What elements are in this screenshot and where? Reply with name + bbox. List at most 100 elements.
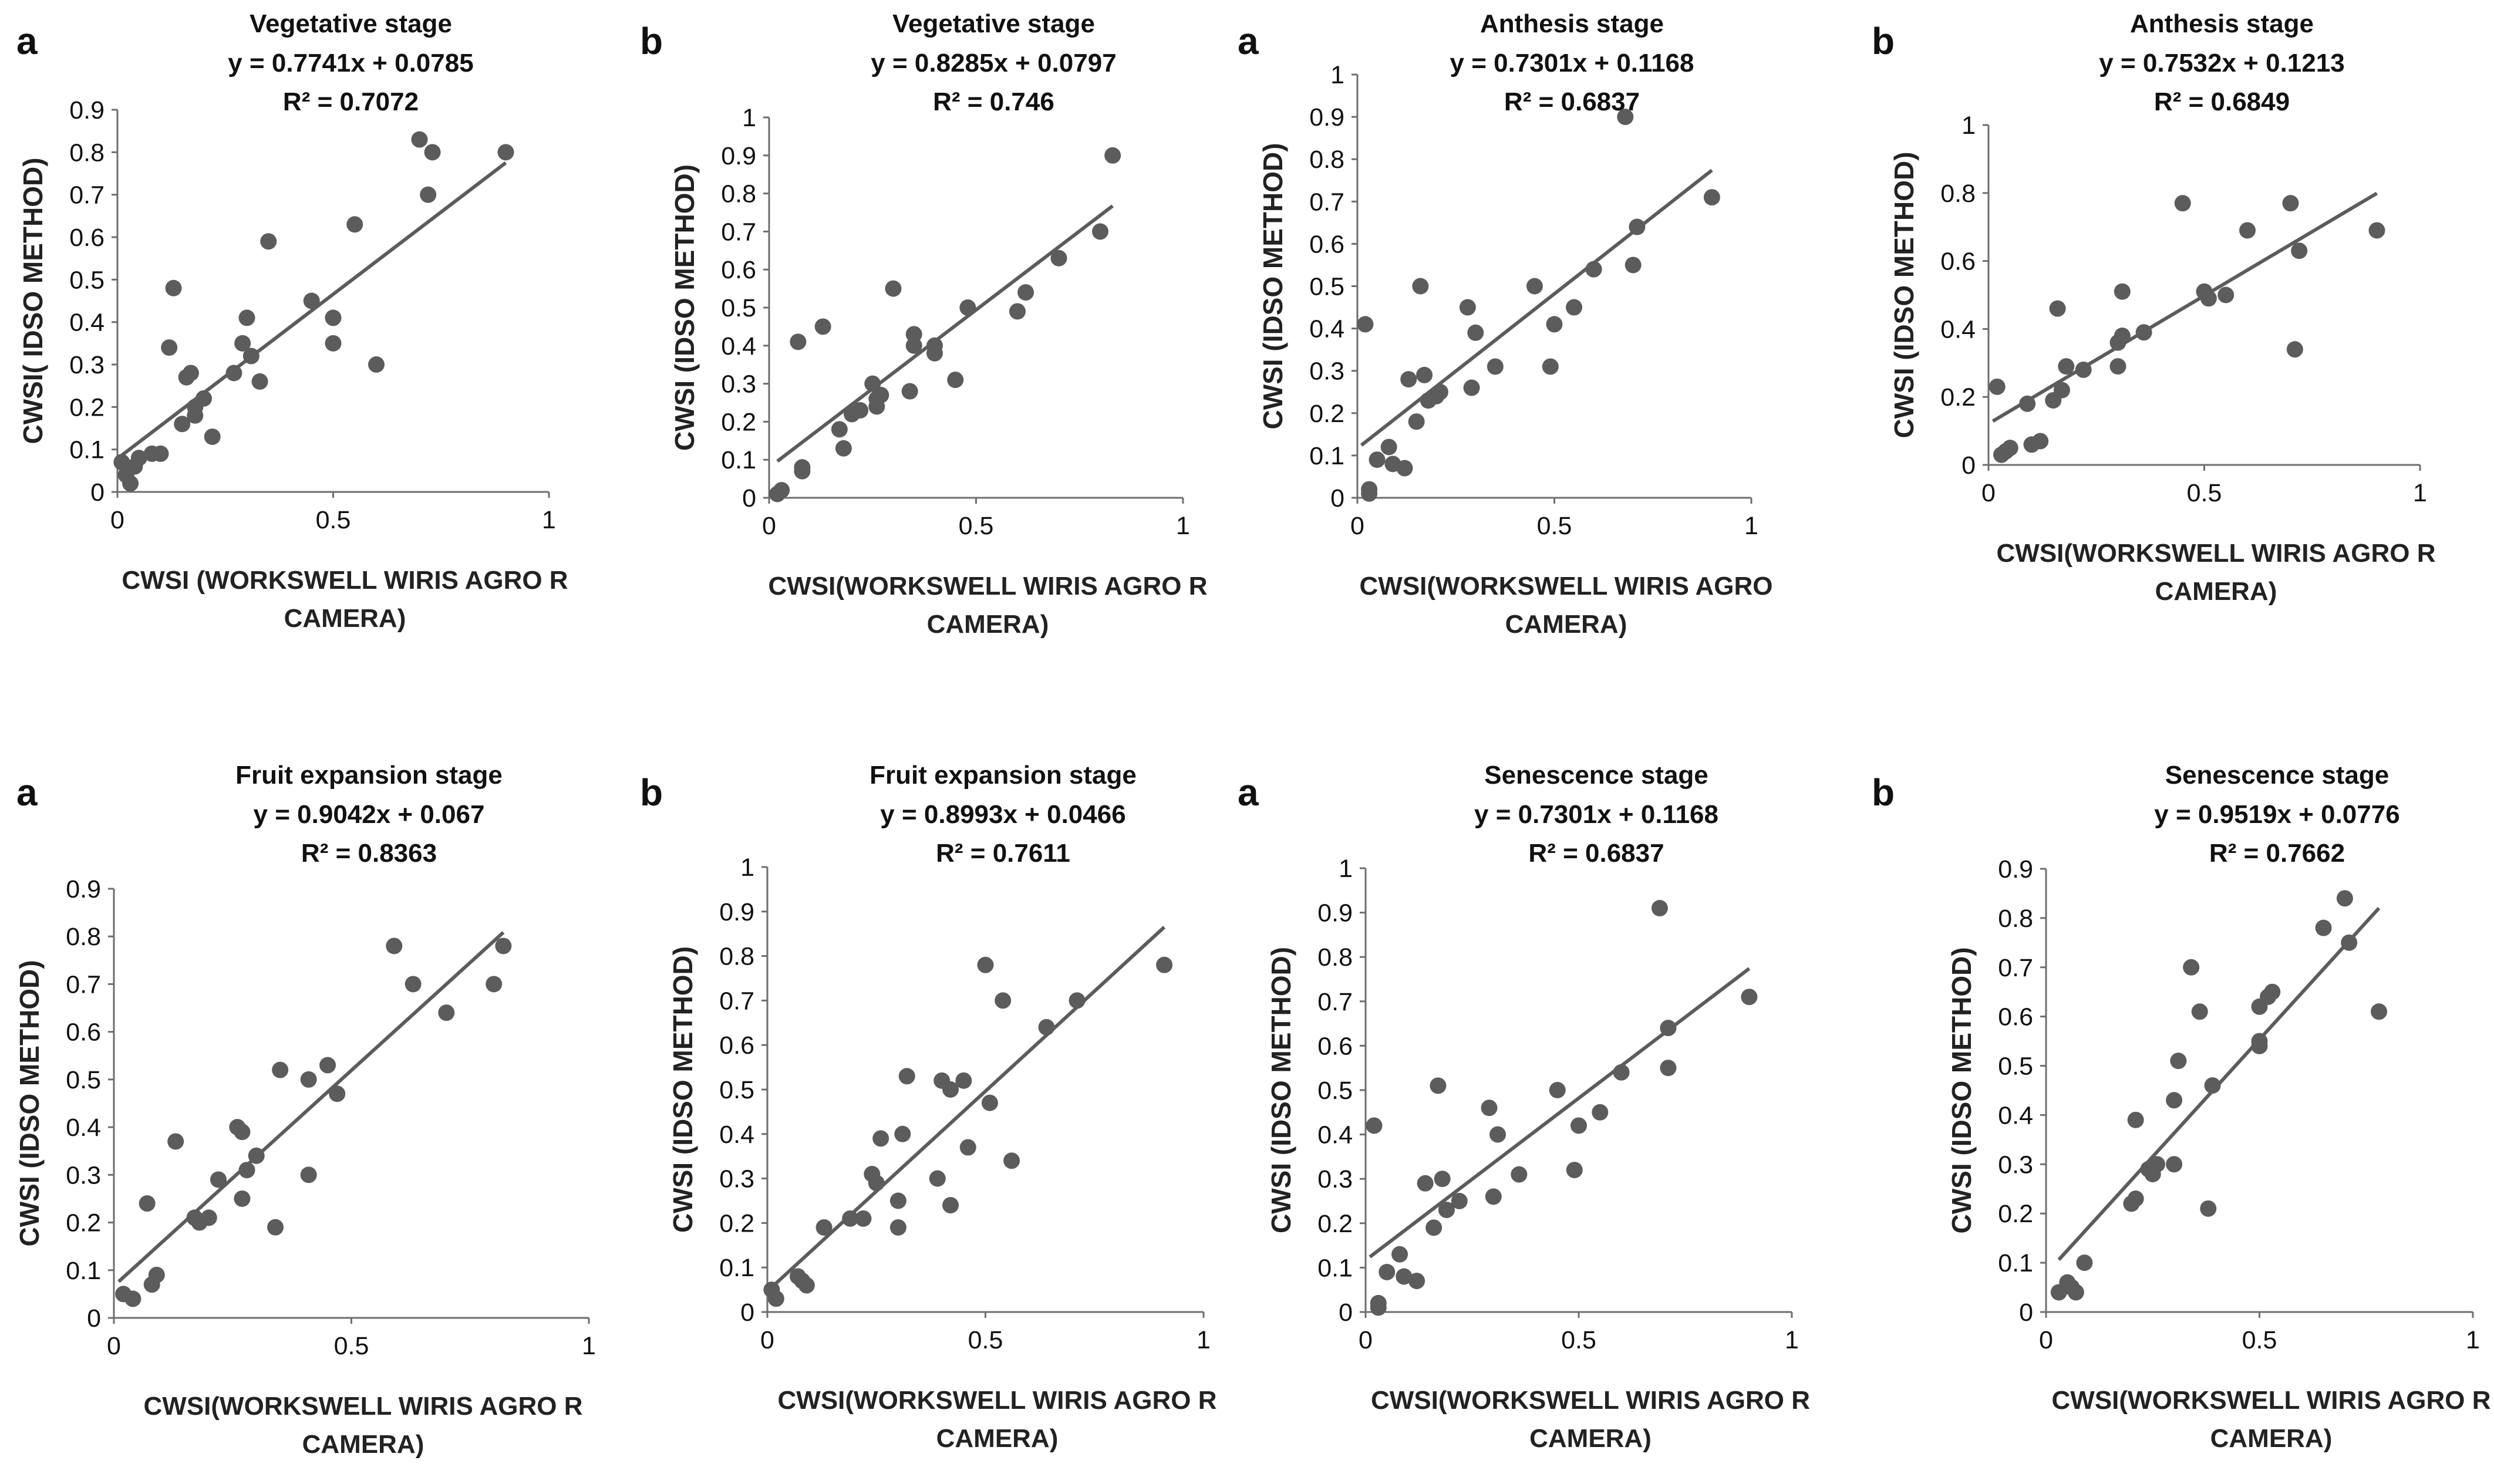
y-tick-label: 0.2	[1309, 400, 1344, 428]
series-title: Anthesis stage	[1480, 9, 1664, 38]
y-tick-label: 0.5	[66, 1066, 101, 1094]
y-tick-label: 0.3	[1309, 357, 1344, 386]
data-point	[798, 1277, 815, 1294]
data-point	[234, 1190, 251, 1207]
data-point	[1592, 1104, 1609, 1121]
y-tick-label: 0.6	[1317, 1032, 1353, 1060]
data-point	[2341, 934, 2358, 951]
data-point	[1431, 383, 1448, 400]
y-tick-label: 0.2	[66, 1209, 101, 1237]
x-axis-label: CAMERA)	[1505, 610, 1627, 639]
y-tick-label: 1	[1339, 855, 1353, 883]
data-point	[242, 348, 259, 365]
x-tick-label: 0.5	[959, 512, 994, 540]
data-point	[831, 421, 848, 438]
r-squared-label: R² = 0.746	[933, 87, 1054, 116]
y-axis-label: CWSI (IDSO METHOD)	[1946, 947, 1977, 1233]
data-point	[842, 1210, 859, 1227]
y-tick-label: 0.1	[1998, 1249, 2033, 1277]
data-point	[889, 1219, 906, 1236]
data-point	[2001, 440, 2018, 457]
data-point	[238, 1162, 255, 1179]
data-point	[1417, 1175, 1434, 1192]
data-point	[1379, 1263, 1396, 1280]
data-point	[187, 407, 204, 424]
data-point	[1989, 378, 2006, 395]
y-tick-label: 0.2	[719, 1209, 754, 1237]
data-point	[1463, 379, 1480, 396]
y-tick-label: 0	[1962, 451, 1976, 480]
data-point	[2058, 358, 2075, 375]
data-point	[1459, 299, 1476, 316]
panel-anthesis-a: a Anthesis stage y = 0.7301x + 0.1168 R² = …	[1221, 0, 1838, 675]
data-point	[165, 279, 182, 296]
x-axis-label: CWSI(WORKSWELL WIRIS AGRO R	[778, 1386, 1217, 1415]
series-title: Senescence stage	[2165, 761, 2389, 790]
x-axis-label: CAMERA)	[936, 1424, 1059, 1453]
data-point	[1511, 1166, 1528, 1183]
data-point	[2170, 1053, 2187, 1070]
linear-trendline	[776, 204, 1114, 463]
data-point	[868, 1175, 885, 1192]
data-point	[325, 335, 342, 352]
x-tick-label: 0	[1359, 1326, 1373, 1354]
data-point	[1585, 261, 1602, 278]
x-tick-label: 0.5	[2242, 1326, 2277, 1354]
y-tick-label: 0.1	[721, 446, 756, 474]
x-axis-label: CWSI (WORKSWELL WIRIS AGRO R	[122, 566, 568, 595]
y-tick-label: 0.5	[1317, 1077, 1353, 1105]
data-point	[1625, 257, 1642, 274]
data-point	[2067, 1284, 2084, 1301]
data-point	[411, 131, 428, 148]
y-tick-label: 0.3	[721, 370, 756, 399]
y-tick-label: 1	[1962, 112, 1976, 140]
data-point	[794, 463, 811, 480]
data-point	[234, 335, 251, 352]
data-point	[1396, 460, 1413, 477]
data-point	[495, 937, 512, 955]
y-tick-label: 0	[1339, 1298, 1353, 1327]
data-point	[2135, 324, 2152, 341]
panel-letter: b	[1872, 20, 1895, 62]
data-point	[2114, 283, 2131, 300]
trendline-equation: y = 0.9042x + 0.067	[254, 800, 485, 829]
x-tick-label: 1	[1197, 1326, 1211, 1354]
data-point	[486, 976, 503, 993]
data-point	[2114, 327, 2131, 344]
y-tick-label: 0.1	[66, 1257, 101, 1285]
y-axis-label: CWSI (IDSO METHOD)	[1889, 151, 1919, 438]
y-tick-label: 0	[2019, 1298, 2033, 1327]
data-point	[225, 365, 242, 382]
data-point	[174, 416, 191, 433]
x-tick-label: 1	[582, 1332, 596, 1360]
data-point	[1092, 223, 1108, 240]
data-point	[1629, 218, 1646, 235]
data-point	[872, 387, 889, 404]
data-point	[1009, 303, 1026, 320]
data-point	[1546, 316, 1563, 333]
data-point	[497, 144, 514, 161]
linear-trendline	[1360, 168, 1713, 447]
y-tick-label: 0	[742, 484, 756, 512]
data-point	[1549, 1082, 1566, 1098]
y-axis-label: CWSI (IDSO METHOD)	[669, 164, 700, 451]
data-point	[2286, 341, 2303, 358]
data-point	[767, 1290, 784, 1307]
x-axis-label: CAMERA)	[1529, 1424, 1652, 1453]
data-point	[2075, 361, 2092, 378]
trendline-equation: y = 0.7741x + 0.0785	[228, 49, 473, 77]
data-point	[1613, 1064, 1630, 1081]
data-point	[2239, 222, 2256, 239]
y-tick-label: 0.9	[719, 898, 754, 926]
data-point	[1741, 989, 1758, 1006]
x-axis-label: CWSI(WORKSWELL WIRIS AGRO R	[1371, 1386, 1810, 1415]
data-point	[251, 373, 268, 390]
data-point	[1434, 1171, 1451, 1188]
data-point	[1396, 1268, 1413, 1285]
y-tick-label: 0.8	[1317, 943, 1353, 972]
x-axis-label: CWSI(WORKSWELL WIRIS AGRO	[1360, 572, 1773, 601]
y-tick-label: 0.6	[1998, 1003, 2033, 1031]
y-tick-label: 0.4	[721, 332, 756, 360]
data-point	[2076, 1254, 2093, 1271]
data-point	[894, 1125, 911, 1142]
